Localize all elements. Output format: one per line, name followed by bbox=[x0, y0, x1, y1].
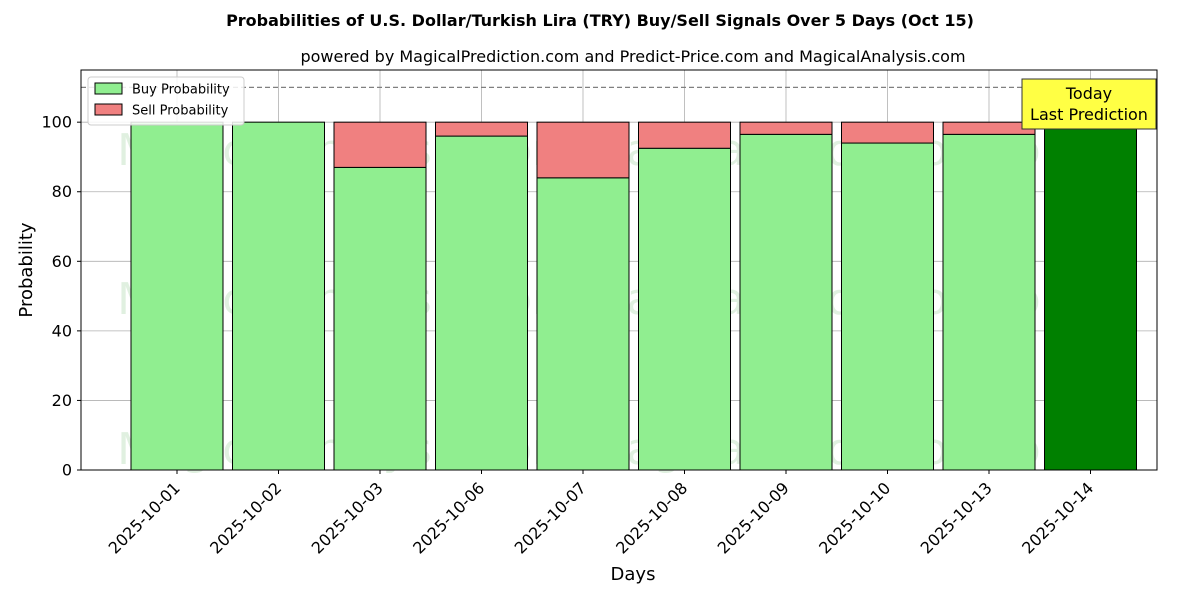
x-tick-label: 2025-10-06 bbox=[409, 478, 488, 557]
bar-buy bbox=[536, 177, 630, 471]
y-axis-ticks: 0 20 40 60 80 100 bbox=[41, 113, 81, 480]
bar-buy bbox=[130, 121, 224, 471]
y-tick-label: 100 bbox=[41, 113, 72, 132]
y-tick-label: 40 bbox=[52, 321, 72, 340]
bar-buy bbox=[232, 121, 325, 471]
x-tick-label: 2025-10-01 bbox=[105, 478, 184, 557]
x-tick-label: 2025-10-13 bbox=[917, 478, 996, 557]
bar-buy bbox=[435, 135, 528, 471]
legend: Buy Probability Sell Probability bbox=[87, 76, 245, 126]
bar-buy bbox=[333, 166, 427, 471]
y-tick-label: 20 bbox=[52, 391, 72, 410]
bar-buy bbox=[1044, 121, 1137, 471]
legend-box bbox=[87, 76, 245, 126]
x-tick-label: 2025-10-02 bbox=[206, 478, 285, 557]
x-tick-label: 2025-10-07 bbox=[511, 478, 590, 557]
legend-swatch-sell bbox=[94, 103, 123, 116]
y-tick-label: 80 bbox=[52, 182, 72, 201]
legend-label-buy: Buy Probability bbox=[132, 83, 230, 98]
x-tick-label: 2025-10-03 bbox=[308, 478, 387, 557]
bar-buy bbox=[739, 133, 833, 471]
bars bbox=[130, 121, 1137, 471]
bar-sell bbox=[536, 121, 630, 179]
y-tick-label: 0 bbox=[62, 461, 72, 480]
annotation-box bbox=[1021, 78, 1157, 130]
chart-subtitle: powered by MagicalPrediction.com and Pre… bbox=[300, 47, 965, 66]
bar-buy bbox=[942, 133, 1036, 471]
y-tick-label: 60 bbox=[52, 252, 72, 271]
bar-buy bbox=[841, 142, 934, 471]
bar-sell bbox=[435, 121, 528, 137]
bar-sell bbox=[942, 121, 1036, 135]
bar-sell bbox=[333, 121, 427, 168]
legend-swatch-buy bbox=[94, 82, 123, 95]
x-tick-label: 2025-10-09 bbox=[714, 478, 793, 557]
bar-buy bbox=[638, 147, 731, 471]
x-tick-label: 2025-10-10 bbox=[815, 478, 894, 557]
x-axis-ticks: 2025-10-01 2025-10-02 2025-10-03 2025-10-06… bbox=[105, 470, 1097, 558]
y-axis-label: Probability bbox=[16, 222, 37, 317]
plot-frame bbox=[80, 69, 1158, 471]
legend-label-sell: Sell Probability bbox=[132, 104, 229, 119]
x-axis-label: Days bbox=[611, 564, 656, 585]
chart-title: Probabilities of U.S. Dollar/Turkish Lir… bbox=[226, 11, 974, 30]
today-annotation: Today Last Prediction bbox=[1021, 78, 1157, 130]
annotation-line-2: Last Prediction bbox=[1030, 105, 1148, 124]
bar-sell bbox=[638, 121, 731, 149]
bar-sell bbox=[739, 121, 833, 135]
x-tick-label: 2025-10-14 bbox=[1018, 478, 1097, 557]
x-tick-label: 2025-10-08 bbox=[612, 478, 691, 557]
annotation-line-1: Today bbox=[1065, 84, 1112, 103]
bar-sell bbox=[841, 121, 934, 144]
